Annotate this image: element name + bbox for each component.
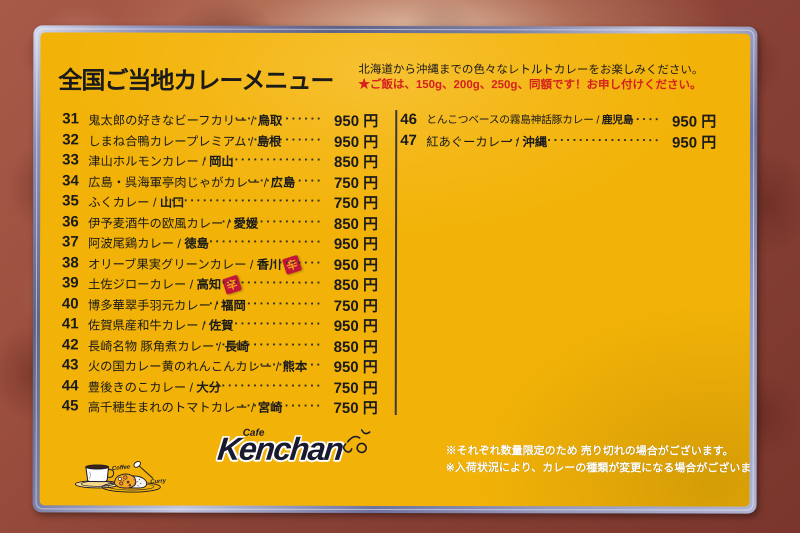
- svg-text:Curry: Curry: [150, 478, 167, 485]
- svg-text:Coffee: Coffee: [112, 464, 131, 472]
